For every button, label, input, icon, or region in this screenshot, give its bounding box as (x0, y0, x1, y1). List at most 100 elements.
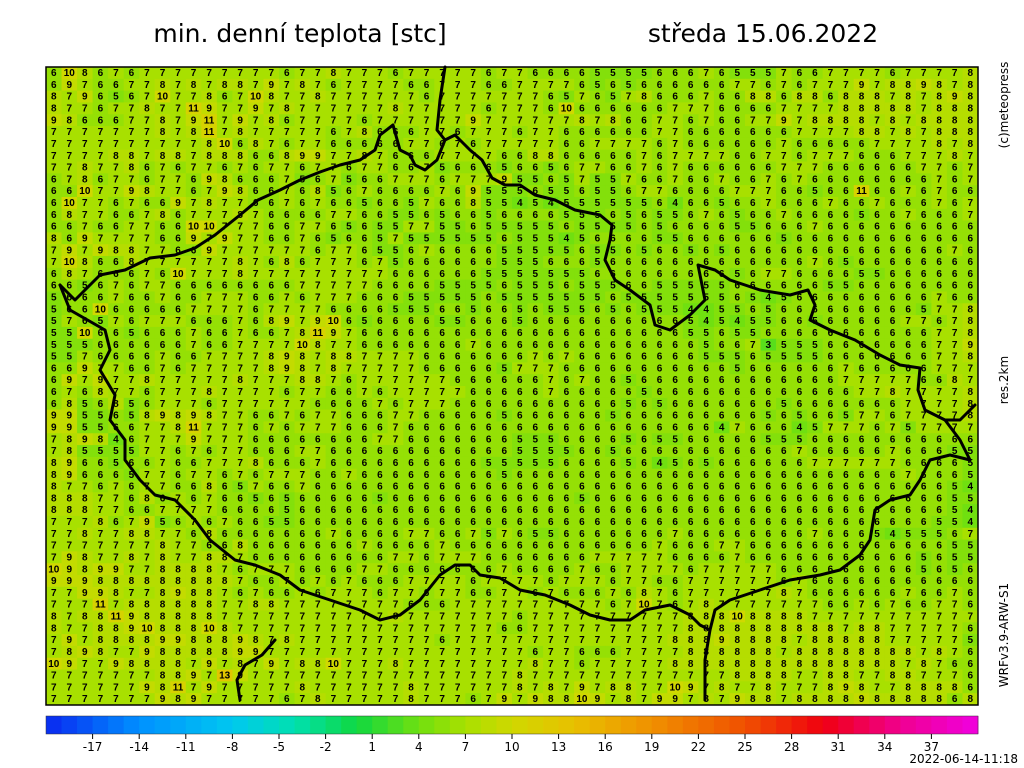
temperature-label: 6 (672, 269, 678, 280)
temperature-cell (279, 114, 296, 127)
temperature-label: 6 (750, 304, 756, 315)
temperature-cell (838, 78, 855, 92)
temperature-label: 5 (564, 174, 570, 185)
temperature-label: 7 (160, 293, 166, 304)
temperature-cell (853, 90, 870, 103)
temperature-cell (962, 90, 979, 103)
temperature-label: 7 (51, 127, 57, 138)
temperature-label: 7 (191, 163, 197, 174)
temperature-cell (682, 102, 699, 115)
temperature-cell (356, 90, 373, 103)
temperature-label: 5 (734, 304, 740, 315)
temperature-label: 6 (362, 210, 368, 221)
temperature-cell (884, 114, 901, 127)
temperature-label: 5 (517, 269, 523, 280)
temperature-label: 7 (160, 139, 166, 150)
temperature-label: 6 (672, 245, 678, 256)
temperature-cell (776, 114, 793, 127)
temperature-label: 5 (734, 68, 740, 79)
temperature-label: 6 (284, 115, 290, 126)
temperature-label: 7 (952, 363, 958, 374)
temperature-cell (682, 114, 699, 127)
temperature-cell (900, 114, 917, 127)
temperature-label: 9 (82, 92, 88, 103)
temperature-label: 6 (657, 257, 663, 268)
temperature-label: 6 (300, 186, 306, 197)
temperature-label: 8 (268, 92, 274, 103)
temperature-label: 5 (812, 340, 818, 351)
temperature-label: 7 (936, 293, 942, 304)
temperature-label: 6 (967, 186, 973, 197)
temperature-label: 6 (688, 222, 694, 233)
temperature-label: 6 (129, 316, 135, 327)
temperature-label: 5 (501, 293, 507, 304)
temperature-label: 8 (843, 115, 849, 126)
temperature-label: 7 (470, 68, 476, 79)
temperature-label: 6 (766, 257, 772, 268)
temperature-label: 9 (470, 115, 476, 126)
temperature-label: 6 (517, 151, 523, 162)
temperature-label: 6 (641, 103, 647, 114)
temperature-label: 6 (501, 340, 507, 351)
temperature-cell (729, 114, 746, 127)
temperature-label: 7 (346, 210, 352, 221)
temperature-label: 6 (703, 163, 709, 174)
temperature-label: 7 (191, 399, 197, 410)
temperature-label: 5 (610, 174, 616, 185)
temperature-label: 7 (222, 363, 228, 374)
temperature-label: 7 (129, 375, 135, 386)
temperature-label: 6 (750, 127, 756, 138)
temperature-cell (946, 114, 963, 127)
temperature-label: 6 (828, 92, 834, 103)
temperature-label: 6 (626, 363, 632, 374)
temperature-label: 7 (517, 92, 523, 103)
temperature-label: 6 (113, 222, 119, 233)
temperature-label: 8 (98, 387, 104, 398)
temperature-label: 7 (237, 222, 243, 233)
temperature-cell (791, 78, 808, 92)
temperature-label: 5 (719, 281, 725, 292)
temperature-cell (791, 102, 808, 115)
temperature-label: 6 (191, 352, 197, 363)
temperature-label: 6 (797, 139, 803, 150)
temperature-label: 5 (610, 198, 616, 209)
temperature-label: 6 (936, 245, 942, 256)
temperature-label: 6 (797, 281, 803, 292)
temperature-label: 8 (936, 115, 942, 126)
temperature-label: 7 (408, 174, 414, 185)
temperature-label: 6 (455, 163, 461, 174)
temperature-label: 6 (921, 281, 927, 292)
temperature-label: 5 (439, 163, 445, 174)
temperature-label: 6 (113, 328, 119, 339)
temperature-label: 7 (455, 387, 461, 398)
temperature-label: 6 (781, 198, 787, 209)
temperature-label: 7 (393, 92, 399, 103)
temperature-label: 6 (719, 186, 725, 197)
temperature-label: 7 (284, 80, 290, 91)
temperature-label: 5 (548, 163, 554, 174)
temperature-label: 6 (501, 316, 507, 327)
temperature-label: 7 (284, 163, 290, 174)
temperature-label: 5 (579, 281, 585, 292)
temperature-label: 7 (859, 375, 865, 386)
temperature-label: 6 (781, 222, 787, 233)
temperature-label: 6 (160, 328, 166, 339)
temperature-label: 7 (175, 92, 181, 103)
temperature-label: 6 (331, 387, 337, 398)
temperature-label: 6 (890, 151, 896, 162)
temperature-label: 7 (331, 151, 337, 162)
temperature-label: 6 (890, 174, 896, 185)
temperature-cell (760, 114, 777, 127)
temperature-cell (558, 67, 575, 80)
temperature-label: 7 (129, 198, 135, 209)
temperature-cell (263, 102, 280, 115)
temperature-label: 7 (936, 304, 942, 315)
temperature-cell (108, 67, 125, 80)
temperature-label: 7 (253, 245, 259, 256)
temperature-label: 7 (237, 245, 243, 256)
temperature-label: 6 (952, 293, 958, 304)
temperature-label: 7 (595, 163, 601, 174)
temperature-label: 5 (533, 233, 539, 244)
temperature-label: 7 (890, 375, 896, 386)
temperature-cell (418, 102, 435, 115)
